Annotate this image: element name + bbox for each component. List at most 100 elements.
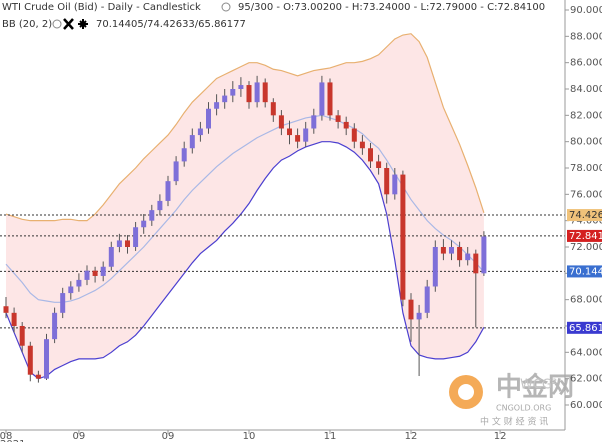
watermark: 中金网 CNGOLD.ORG 中 文 财 经 资 讯 WCG²: [449, 372, 574, 428]
y-tick-label: 68.000: [570, 295, 602, 306]
y-tick-label: 80.000: [570, 137, 602, 148]
y-tick-label: 90.000: [570, 5, 602, 16]
indicator-values: 70.14405/74.42633/65.86177: [96, 19, 246, 30]
price-label: 74.426: [569, 210, 602, 221]
candle-body: [351, 128, 357, 142]
x-tick-label: 08: [0, 431, 12, 442]
price-label: 70.144: [569, 266, 602, 277]
candle-body: [19, 325, 25, 346]
wcg-mark: WCG²: [520, 378, 557, 393]
delete-icon[interactable]: [63, 18, 74, 30]
candle-body: [408, 299, 414, 320]
candle-body: [206, 108, 211, 129]
candle-body: [311, 115, 317, 129]
candle-body: [68, 286, 74, 294]
eye-icon[interactable]: [221, 2, 231, 12]
candle-body: [44, 339, 49, 379]
price-label-box: [567, 229, 602, 242]
site: CNGOLD.ORG: [496, 404, 551, 413]
x-tick-label: 09: [162, 431, 175, 442]
candle-body: [416, 312, 422, 320]
candle-body: [287, 128, 292, 136]
y-tick-label: 72.000: [570, 242, 602, 253]
price-label-box: [567, 321, 602, 334]
candle-body: [270, 102, 276, 116]
candle-body: [222, 95, 228, 103]
candle-body: [165, 181, 171, 201]
logo-inner: [458, 384, 474, 400]
candle-body: [481, 236, 487, 274]
candle-body: [3, 306, 9, 313]
y-tick-label: 76.000: [570, 189, 602, 200]
candle-body: [368, 148, 373, 162]
y-tick-label: 84.000: [570, 84, 602, 95]
candle-body: [76, 279, 82, 287]
band-line: [5, 141, 485, 380]
candle-body: [181, 148, 187, 162]
price-label-box: [567, 209, 602, 222]
tagline: 中 文 财 经 资 讯: [480, 416, 548, 428]
candle-body: [335, 115, 341, 122]
candle-body: [449, 246, 454, 254]
candle-body: [197, 128, 203, 136]
candle-body: [319, 82, 325, 116]
candle-body: [230, 89, 236, 96]
candle-body: [116, 240, 122, 247]
indicator-name: BB (20, 2): [2, 19, 52, 30]
candle-body: [440, 246, 446, 254]
candle-body: [246, 85, 252, 103]
settings-icon[interactable]: [78, 19, 88, 29]
brand: 中金网: [496, 372, 574, 403]
candle-body: [141, 220, 147, 228]
candle-body: [254, 82, 260, 103]
price-label: 72.841: [569, 231, 602, 242]
candle-body: [214, 102, 220, 109]
band-line: [5, 33, 485, 222]
candle-body: [303, 128, 309, 142]
candle-body: [173, 161, 179, 182]
candle-body: [465, 253, 471, 261]
y-tick-label: 78.000: [570, 163, 602, 174]
y-tick-label: 88.000: [570, 31, 602, 42]
candle-body: [52, 312, 58, 340]
price-label: 65.861: [569, 323, 602, 334]
candle-body: [133, 227, 139, 247]
candle-body: [27, 345, 33, 375]
y-tick-label: 62.000: [570, 374, 602, 385]
candle-body: [11, 312, 17, 326]
y-tick-label: 64.000: [570, 347, 602, 358]
chart-title: WTI Crude Oil (Bid) - Daily - Candlestic…: [2, 2, 201, 13]
candle-body: [238, 85, 244, 90]
ohlc-readout: 95/300 - O:73.00200 - H:73.24000 - L:72.…: [238, 2, 545, 13]
y-tick-label: 74.000: [570, 216, 602, 227]
x-tick-label: 10: [243, 431, 256, 442]
candle-body: [432, 246, 438, 287]
candle-body: [149, 210, 155, 221]
candle-body: [384, 167, 390, 195]
candle-body: [35, 374, 41, 379]
plot-area: [0, 33, 565, 383]
candle-body: [262, 82, 268, 103]
candle-body: [108, 246, 114, 267]
candle-body: [92, 270, 98, 276]
candle-body: [400, 174, 406, 300]
candle-body: [84, 270, 90, 280]
x-tick-label: 12: [405, 431, 418, 442]
candle-body: [189, 135, 195, 149]
price-label-box: [567, 265, 602, 278]
candle-body: [359, 141, 365, 149]
eye-icon[interactable]: [52, 19, 62, 29]
x-tick-label: 12: [494, 431, 507, 442]
candle-body: [327, 82, 333, 116]
candle-body: [376, 161, 382, 168]
candle-body: [343, 121, 349, 129]
candle-body: [457, 246, 463, 261]
candle-body: [392, 174, 398, 195]
candle-body: [278, 115, 284, 129]
candle-body: [60, 293, 66, 313]
x-tick-label: 11: [324, 431, 337, 442]
candle-body: [424, 286, 430, 313]
candle-body: [157, 200, 163, 211]
candle-body: [100, 266, 106, 276]
